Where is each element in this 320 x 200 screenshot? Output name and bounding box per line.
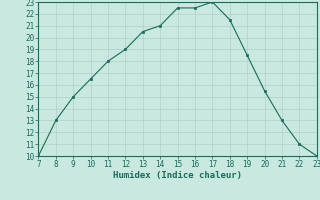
X-axis label: Humidex (Indice chaleur): Humidex (Indice chaleur): [113, 171, 242, 180]
